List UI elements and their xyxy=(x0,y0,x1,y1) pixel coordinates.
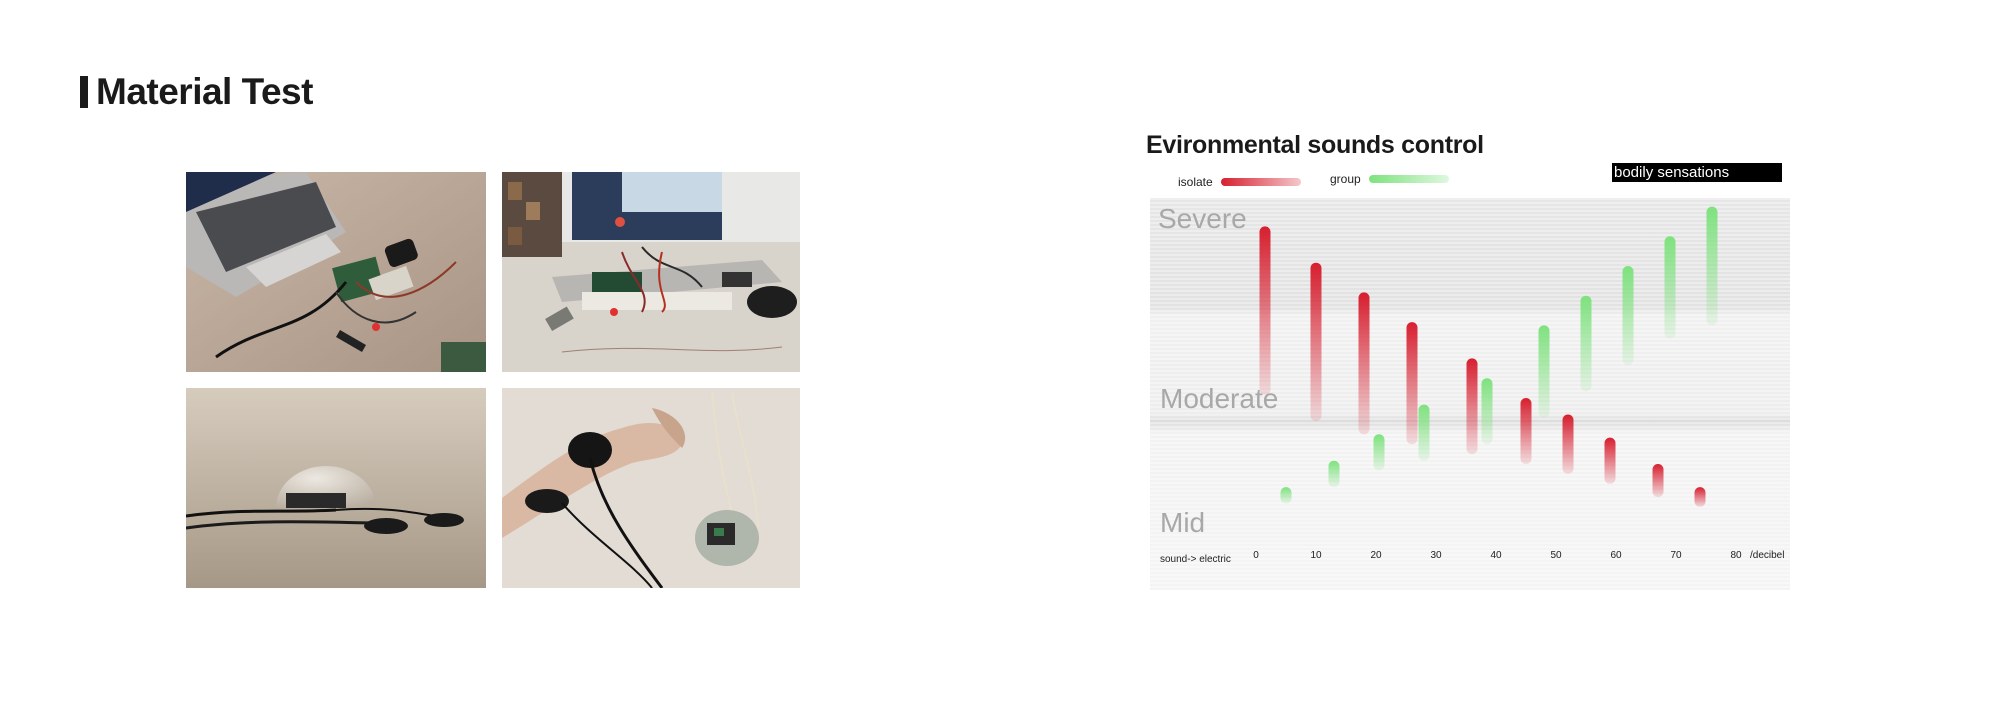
bar-group-1 xyxy=(1328,460,1340,488)
bar-isolate-9 xyxy=(1694,487,1706,507)
bar-isolate-5 xyxy=(1520,398,1532,464)
bar-isolate-6 xyxy=(1562,414,1574,474)
bar-isolate-0 xyxy=(1259,226,1271,395)
legend-group-label: group xyxy=(1330,172,1361,186)
legend-isolate-swatch xyxy=(1220,178,1301,186)
x-tick-label-5: 50 xyxy=(1550,550,1562,561)
photo-wrist-electrodes xyxy=(502,388,800,588)
level-label-severe: Severe xyxy=(1158,203,1247,234)
photo-laptop-circuit xyxy=(186,172,486,372)
bar-isolate-7 xyxy=(1604,437,1616,484)
sound-chart: Severe Moderate Mid sound-> electric 0 10… xyxy=(1150,198,1790,590)
bar-group-0 xyxy=(1280,487,1292,504)
bodily-sensations-label: bodily sensations xyxy=(1612,163,1782,182)
bar-isolate-2 xyxy=(1358,292,1370,435)
title-accent-bar xyxy=(80,76,88,108)
bar-group-4 xyxy=(1481,378,1493,445)
x-tick-label-3: 30 xyxy=(1430,550,1442,561)
bar-isolate-1 xyxy=(1310,262,1322,422)
photo-laptop-breadboard xyxy=(502,172,800,372)
chart-title: Evironmental sounds control xyxy=(1146,131,1484,159)
bar-isolate-8 xyxy=(1652,464,1664,497)
bar-isolate-3 xyxy=(1406,322,1418,445)
page-title: Material Test xyxy=(96,71,313,112)
bar-isolate-4 xyxy=(1466,358,1478,455)
bar-group-3 xyxy=(1418,404,1430,461)
bars-layer xyxy=(1259,206,1718,507)
bar-group-5 xyxy=(1538,325,1550,418)
bar-group-2 xyxy=(1373,434,1385,471)
level-label-moderate: Moderate xyxy=(1160,383,1278,414)
chart-panel: Severe Moderate Mid sound-> electric 0 10… xyxy=(1150,198,1790,590)
legend-isolate-label: isolate xyxy=(1178,175,1213,189)
legend-group-swatch xyxy=(1368,175,1449,183)
ticks-layer: 0 10 20 30 40 50 60 70 80 xyxy=(1253,550,1742,561)
level-label-mid: Mid xyxy=(1160,507,1205,538)
legend-isolate: isolate xyxy=(1178,175,1301,189)
x-tick-label-2: 20 xyxy=(1370,550,1382,561)
x-tick-label-4: 40 xyxy=(1490,550,1502,561)
bar-group-6 xyxy=(1580,295,1592,392)
x-tick-label-8: 80 xyxy=(1730,550,1742,561)
x-tick-label-0: 0 xyxy=(1253,550,1259,561)
page-heading: Material Test xyxy=(80,70,313,114)
photo-dome-electrodes xyxy=(186,388,486,588)
x-axis-label-left: sound-> electric xyxy=(1160,554,1231,565)
bar-group-8 xyxy=(1664,236,1676,339)
x-axis-label-right: /decibel xyxy=(1750,550,1784,561)
legend-group: group xyxy=(1330,172,1449,186)
x-tick-label-1: 10 xyxy=(1310,550,1322,561)
x-tick-label-6: 60 xyxy=(1610,550,1622,561)
x-tick-label-7: 70 xyxy=(1670,550,1682,561)
bar-group-9 xyxy=(1706,206,1718,326)
bar-group-7 xyxy=(1622,266,1634,365)
